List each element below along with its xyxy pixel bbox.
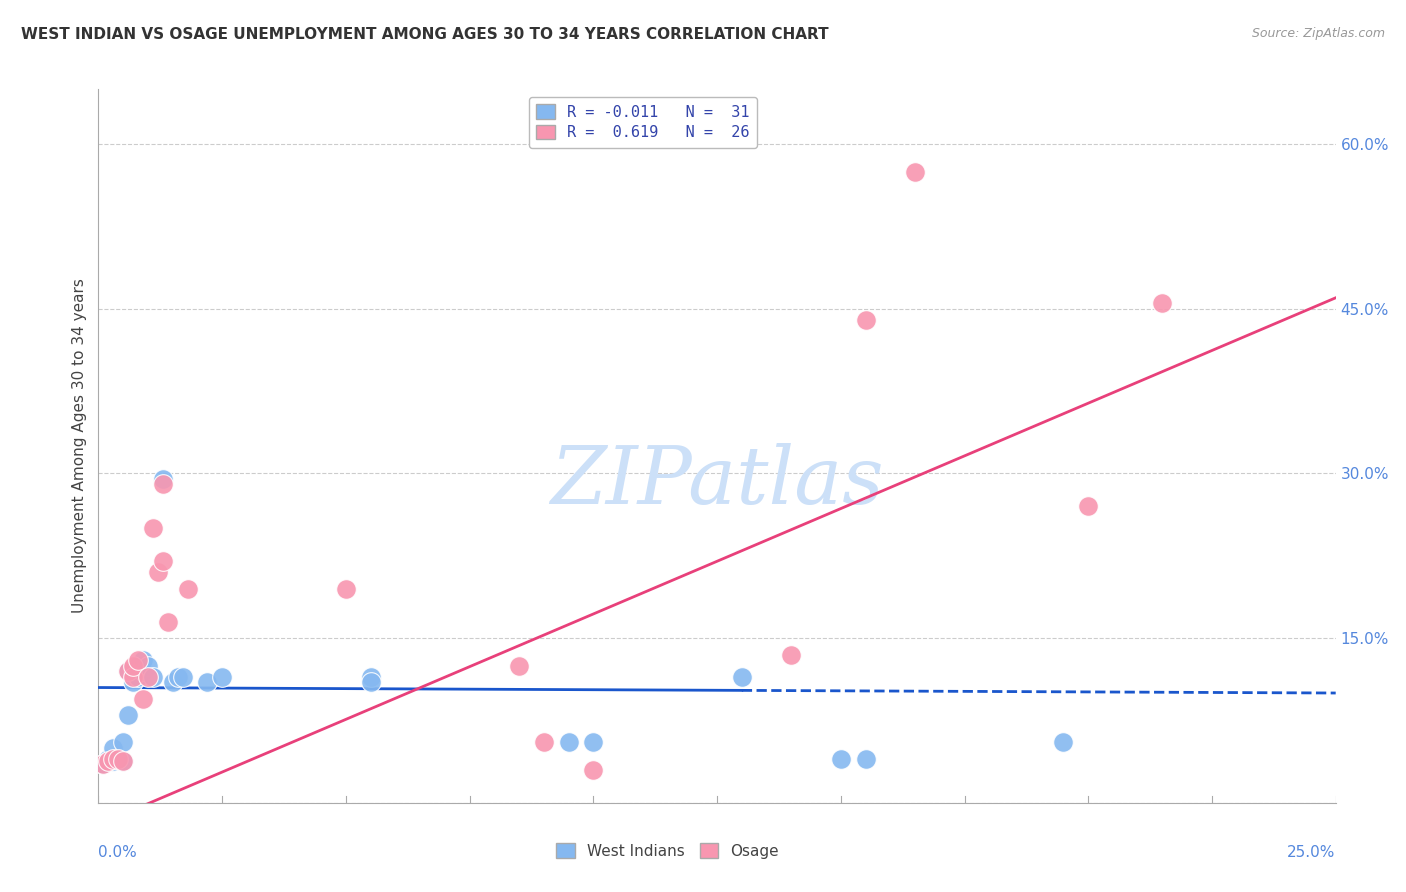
Point (132, 691, 155, 706)
Text: 0.0%: 0.0% (98, 845, 138, 860)
Point (855, 312, 877, 326)
Point (127, 653, 149, 667)
Point (360, 675, 382, 690)
Point (122, 664, 145, 678)
Point (156, 615, 179, 629)
Point (335, 582, 357, 596)
Point (152, 554, 174, 568)
Y-axis label: Unemployment Among Ages 30 to 34 years: Unemployment Among Ages 30 to 34 years (72, 278, 87, 614)
Point (142, 521, 165, 535)
Point (195, 675, 218, 690)
Point (136, 669, 159, 683)
Point (166, 669, 188, 683)
Point (93, 757, 115, 772)
Point (97, 754, 120, 768)
Point (146, 566, 169, 580)
Point (1052, 735, 1074, 749)
Point (97, 752, 120, 766)
Point (107, 752, 129, 766)
Point (508, 658, 530, 673)
Text: WEST INDIAN VS OSAGE UNEMPLOYMENT AMONG AGES 30 TO 34 YEARS CORRELATION CHART: WEST INDIAN VS OSAGE UNEMPLOYMENT AMONG … (21, 27, 828, 42)
Point (582, 763, 605, 777)
Legend: West Indians, Osage: West Indians, Osage (548, 836, 786, 866)
Point (582, 735, 605, 749)
Point (136, 658, 159, 673)
Point (1152, 296, 1174, 310)
Point (122, 675, 145, 690)
Point (122, 658, 145, 673)
Point (855, 752, 877, 766)
Point (152, 477, 174, 491)
Point (112, 735, 135, 749)
Point (107, 752, 129, 766)
Point (211, 669, 233, 683)
Point (731, 669, 754, 683)
Point (162, 675, 184, 690)
Point (132, 653, 155, 667)
Point (142, 669, 165, 683)
Point (103, 740, 125, 755)
Point (112, 754, 135, 768)
Point (117, 664, 139, 678)
Point (152, 472, 174, 486)
Point (172, 669, 194, 683)
Point (103, 752, 125, 766)
Point (533, 735, 555, 749)
Point (904, 164, 927, 178)
Point (1077, 500, 1099, 514)
Point (176, 582, 198, 596)
Point (360, 669, 382, 683)
Point (830, 752, 852, 766)
Point (117, 664, 139, 678)
Text: 25.0%: 25.0% (1288, 845, 1336, 860)
Point (557, 735, 579, 749)
Point (117, 708, 139, 723)
Text: ZIPatlas: ZIPatlas (550, 443, 884, 520)
Point (122, 669, 145, 683)
Point (127, 658, 149, 673)
Point (780, 648, 803, 662)
Point (127, 669, 149, 683)
Point (112, 754, 135, 768)
Point (132, 664, 155, 678)
Point (103, 754, 125, 768)
Point (93, 757, 115, 772)
Text: Source: ZipAtlas.com: Source: ZipAtlas.com (1251, 27, 1385, 40)
